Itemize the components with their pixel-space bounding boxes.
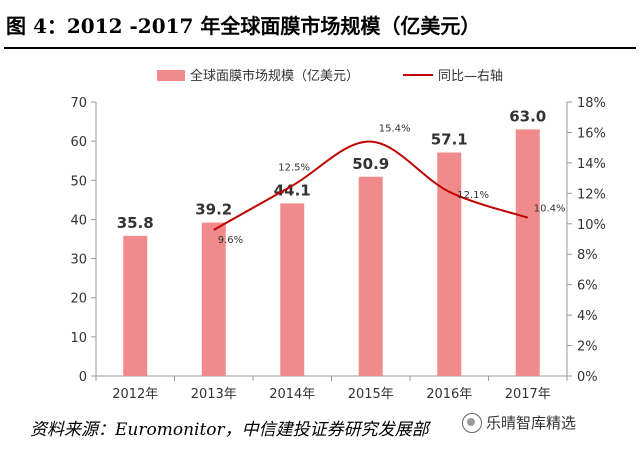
x-tick-label: 2013年 <box>191 387 237 402</box>
left-tick-label: 70 <box>70 96 87 111</box>
line-labels: 9.6% 12.5% 15.4% 12.1% 10.4% <box>218 124 566 246</box>
legend: 全球面膜市场规模（亿美元） 同比—右轴 <box>157 68 503 84</box>
bar <box>437 152 462 376</box>
bar-value-label: 39.2 <box>195 201 232 219</box>
right-tick-label: 0% <box>577 370 598 385</box>
bar-value-label: 63.0 <box>509 107 546 125</box>
right-tick-label: 16% <box>577 126 606 141</box>
x-tick-label: 2015年 <box>348 387 394 402</box>
watermark-label: 乐晴智库精选 <box>486 414 577 432</box>
left-tick-label: 40 <box>70 213 87 228</box>
watermark: 乐晴智库精选 <box>462 412 576 433</box>
left-tick-label: 50 <box>70 174 87 189</box>
growth-line-path <box>213 140 529 231</box>
wechat-icon <box>462 412 482 433</box>
source-note: 资料来源：Euromonitor，中信建投证券研究发展部 <box>30 420 429 440</box>
left-tick-label: 10 <box>70 331 87 346</box>
growth-line <box>213 140 529 231</box>
right-tick-label: 8% <box>577 248 598 263</box>
right-tick-label: 10% <box>577 218 606 233</box>
legend-bar-label: 全球面膜市场规模（亿美元） <box>190 68 359 84</box>
bar <box>280 203 305 376</box>
x-tick-label: 2017年 <box>505 387 551 402</box>
axes: 0 10 20 30 40 50 60 70 0% 2% 4% 6% 8% 10% 12% 14% 16% 18%… <box>70 96 605 402</box>
left-tick-label: 0 <box>79 370 87 385</box>
bar <box>201 222 226 376</box>
left-tick-label: 60 <box>70 135 87 150</box>
figure-title: 图 4：2012 -2017 年全球面膜市场规模（亿美元） <box>6 14 481 38</box>
bar-labels: 35.8 39.2 44.1 50.9 57.1 63.0 <box>117 107 547 231</box>
left-tick-label: 20 <box>70 292 87 307</box>
bar <box>123 235 148 376</box>
right-tick-label: 2% <box>577 340 598 355</box>
bar-value-label: 44.1 <box>274 181 311 199</box>
right-tick-label: 6% <box>577 279 598 294</box>
bars <box>123 129 540 376</box>
line-value-label: 12.5% <box>278 163 310 174</box>
line-value-label: 9.6% <box>218 235 243 246</box>
line-value-label: 10.4% <box>534 204 566 215</box>
bar <box>515 129 540 376</box>
bar-value-label: 57.1 <box>431 130 468 148</box>
x-tick-label: 2016年 <box>426 387 472 402</box>
right-tick-label: 14% <box>577 157 606 172</box>
title-rule <box>4 47 636 49</box>
left-tick-label: 30 <box>70 253 87 268</box>
x-tick-label: 2014年 <box>269 387 315 402</box>
x-tick-label: 2012年 <box>112 387 158 402</box>
bar-value-label: 35.8 <box>117 214 154 232</box>
right-tick-label: 12% <box>577 187 606 202</box>
line-value-label: 15.4% <box>379 124 411 135</box>
line-value-label: 12.1% <box>457 190 489 201</box>
legend-line-label: 同比—右轴 <box>438 69 503 84</box>
right-tick-label: 4% <box>577 309 598 324</box>
bar-value-label: 50.9 <box>352 155 389 173</box>
right-tick-label: 18% <box>577 96 606 111</box>
bar <box>358 176 383 376</box>
legend-bar-swatch <box>157 70 185 81</box>
